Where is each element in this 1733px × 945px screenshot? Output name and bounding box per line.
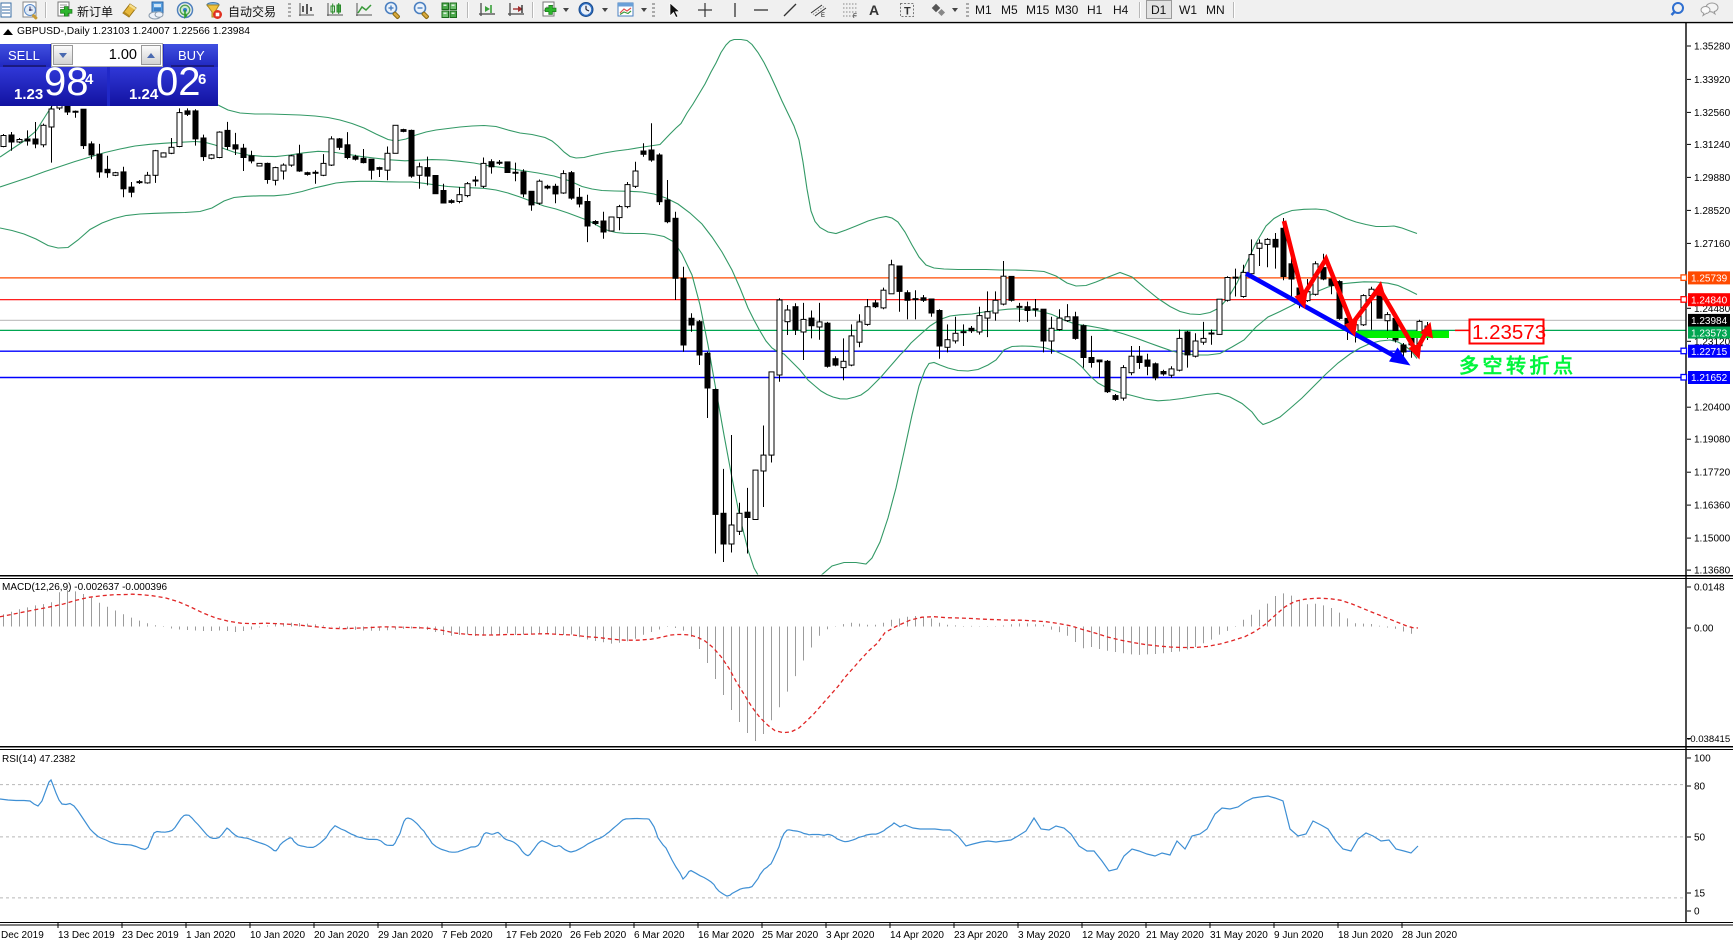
svg-text:3 Apr 2020: 3 Apr 2020 [826, 930, 875, 941]
svg-text:1.24480: 1.24480 [1694, 304, 1731, 315]
svg-text:50: 50 [1694, 833, 1706, 844]
svg-text:0.0148: 0.0148 [1694, 583, 1725, 594]
svg-text:23 Apr 2020: 23 Apr 2020 [954, 930, 1008, 941]
svg-text:1.28520: 1.28520 [1694, 206, 1731, 217]
svg-text:1.23573: 1.23573 [1691, 328, 1728, 339]
svg-text:1.33920: 1.33920 [1694, 75, 1731, 86]
svg-text:GBPUSD-,Daily 1.23103 1.24007: GBPUSD-,Daily 1.23103 1.24007 1.22566 1.… [17, 26, 250, 37]
svg-text:6 Mar 2020: 6 Mar 2020 [634, 930, 685, 941]
svg-text:29 Jan 2020: 29 Jan 2020 [378, 930, 433, 941]
svg-text:1.29880: 1.29880 [1694, 173, 1731, 184]
svg-text:100: 100 [1694, 754, 1711, 765]
svg-text:1.22715: 1.22715 [1691, 347, 1728, 358]
svg-text:MACD(12,26,9) -0.002637 -0.000: MACD(12,26,9) -0.002637 -0.000396 [2, 582, 168, 593]
svg-text:13 Dec 2019: 13 Dec 2019 [58, 930, 115, 941]
svg-text:1.17720: 1.17720 [1694, 468, 1731, 479]
svg-text:10 Jan 2020: 10 Jan 2020 [250, 930, 305, 941]
svg-text:80: 80 [1694, 782, 1706, 793]
svg-text:1.32560: 1.32560 [1694, 108, 1731, 119]
svg-text:26 Feb 2020: 26 Feb 2020 [570, 930, 627, 941]
svg-text:T: T [904, 6, 911, 18]
svg-text:1.25739: 1.25739 [1691, 274, 1728, 285]
svg-text:9 Jun 2020: 9 Jun 2020 [1274, 930, 1324, 941]
svg-text:1.24840: 1.24840 [1691, 295, 1728, 306]
svg-text:31 May 2020: 31 May 2020 [1210, 930, 1268, 941]
svg-text:23 Dec 2019: 23 Dec 2019 [122, 930, 179, 941]
svg-text:3 May 2020: 3 May 2020 [1018, 930, 1071, 941]
svg-text:1.23573: 1.23573 [1472, 321, 1546, 344]
svg-text:28 Jun 2020: 28 Jun 2020 [1402, 930, 1457, 941]
svg-text:1.19080: 1.19080 [1694, 435, 1731, 446]
svg-text:14 Apr 2020: 14 Apr 2020 [890, 930, 944, 941]
svg-text:1.27160: 1.27160 [1694, 239, 1731, 250]
svg-text:多空转折点: 多空转折点 [1459, 354, 1577, 378]
svg-text:1.15000: 1.15000 [1694, 534, 1731, 545]
svg-text:0.00: 0.00 [1694, 624, 1714, 635]
svg-text:1.31240: 1.31240 [1694, 140, 1731, 151]
svg-text:25 Mar 2020: 25 Mar 2020 [762, 930, 819, 941]
svg-text:0: 0 [1694, 907, 1700, 918]
svg-text:18 Jun 2020: 18 Jun 2020 [1338, 930, 1393, 941]
svg-text:20 Jan 2020: 20 Jan 2020 [314, 930, 369, 941]
svg-text:16 Mar 2020: 16 Mar 2020 [698, 930, 755, 941]
svg-text:1.35280: 1.35280 [1694, 42, 1731, 53]
svg-text:15: 15 [1694, 889, 1706, 900]
svg-text:F: F [853, 13, 857, 20]
svg-text:1.16360: 1.16360 [1694, 501, 1731, 512]
svg-text:1.21652: 1.21652 [1691, 373, 1728, 384]
svg-text:1.13680: 1.13680 [1694, 566, 1731, 577]
svg-text:1 Jan 2020: 1 Jan 2020 [186, 930, 236, 941]
svg-text:17 Feb 2020: 17 Feb 2020 [506, 930, 563, 941]
svg-text:1.20400: 1.20400 [1694, 403, 1731, 414]
svg-text:12 May 2020: 12 May 2020 [1082, 930, 1140, 941]
svg-text:RSI(14) 47.2382: RSI(14) 47.2382 [2, 754, 76, 765]
svg-text:E: E [821, 13, 825, 19]
svg-text:7 Feb 2020: 7 Feb 2020 [442, 930, 493, 941]
svg-text:Dec 2019: Dec 2019 [1, 930, 44, 941]
svg-text:21 May 2020: 21 May 2020 [1146, 930, 1204, 941]
svg-text:-0.038415: -0.038415 [1687, 734, 1730, 745]
svg-text:1.23984: 1.23984 [1691, 316, 1728, 327]
svg-text:1.23120: 1.23120 [1694, 337, 1731, 348]
